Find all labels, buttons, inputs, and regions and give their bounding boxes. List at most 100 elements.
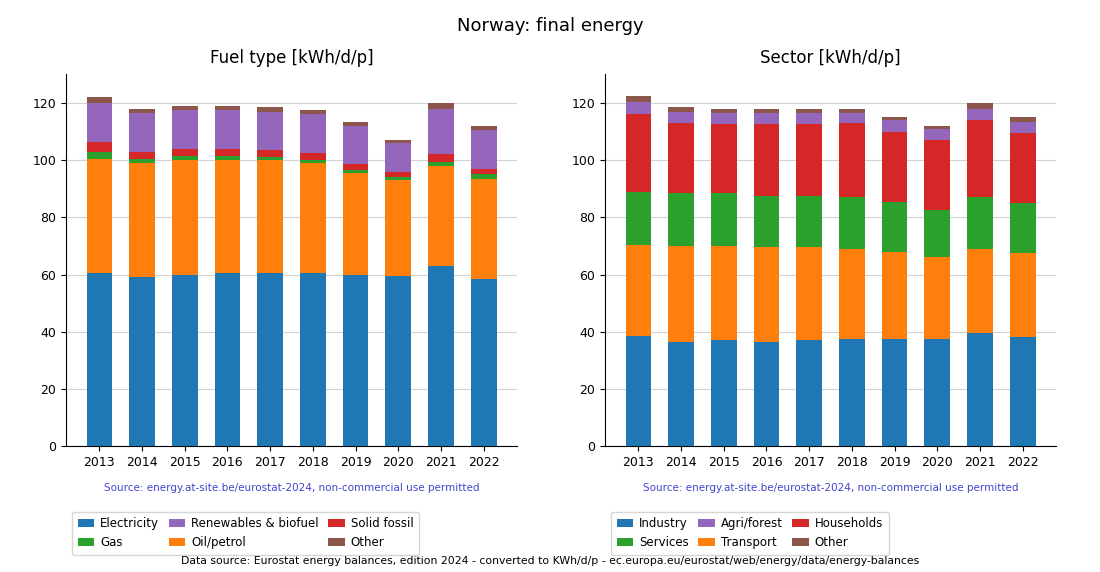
Bar <box>172 106 198 110</box>
Bar <box>839 113 865 123</box>
Bar <box>668 193 694 246</box>
Bar <box>1010 253 1035 337</box>
Bar <box>924 339 950 446</box>
Bar <box>471 169 496 174</box>
Bar <box>172 156 198 160</box>
Bar <box>87 103 112 142</box>
Bar <box>257 160 283 273</box>
Bar <box>343 164 368 170</box>
Bar <box>839 339 865 446</box>
Title: Fuel type [kWh/d/p]: Fuel type [kWh/d/p] <box>210 49 373 67</box>
Bar <box>343 170 368 173</box>
Bar <box>668 341 694 446</box>
Bar <box>385 177 411 180</box>
Bar <box>882 117 908 120</box>
Bar <box>1010 337 1035 446</box>
Legend: Electricity, Gas, Renewables & biofuel, Oil/petrol, Solid fossil, Other: Electricity, Gas, Renewables & biofuel, … <box>72 511 419 555</box>
Bar <box>626 245 651 336</box>
Bar <box>626 336 651 446</box>
Bar <box>385 140 411 143</box>
Bar <box>257 150 283 157</box>
Bar <box>87 273 112 446</box>
Bar <box>796 196 822 247</box>
Bar <box>214 149 240 156</box>
Bar <box>711 246 737 340</box>
Bar <box>924 140 950 210</box>
Bar <box>626 114 651 192</box>
Bar <box>1010 122 1035 133</box>
Bar <box>882 202 908 252</box>
Bar <box>882 252 908 339</box>
Bar <box>626 192 651 245</box>
Bar <box>129 163 155 277</box>
Bar <box>214 160 240 273</box>
Bar <box>967 109 993 120</box>
Bar <box>257 107 283 112</box>
Bar <box>668 107 694 112</box>
Bar <box>300 110 326 114</box>
Bar <box>172 110 198 149</box>
Bar <box>385 276 411 446</box>
Bar <box>471 178 496 279</box>
Bar <box>471 174 496 178</box>
Bar <box>882 339 908 446</box>
Bar <box>668 112 694 123</box>
Bar <box>626 96 651 102</box>
Bar <box>257 112 283 150</box>
Bar <box>257 273 283 446</box>
Bar <box>87 142 112 152</box>
Bar <box>882 132 908 202</box>
Bar <box>129 109 155 113</box>
Bar <box>129 277 155 446</box>
Bar <box>471 130 496 169</box>
Bar <box>754 113 779 124</box>
Bar <box>87 159 112 273</box>
Bar <box>796 247 822 340</box>
Bar <box>924 210 950 257</box>
Text: Data source: Eurostat energy balances, edition 2024 - converted to KWh/d/p - ec.: Data source: Eurostat energy balances, e… <box>180 557 920 566</box>
Bar <box>428 266 454 446</box>
Bar <box>343 122 368 126</box>
Bar <box>754 341 779 446</box>
Bar <box>214 273 240 446</box>
Bar <box>839 249 865 339</box>
Bar <box>129 158 155 163</box>
Bar <box>754 109 779 113</box>
Bar <box>471 126 496 130</box>
Bar <box>385 172 411 177</box>
Text: Source: energy.at-site.be/eurostat-2024, non-commercial use permitted: Source: energy.at-site.be/eurostat-2024,… <box>103 483 480 493</box>
Bar <box>428 154 454 162</box>
Bar <box>87 97 112 103</box>
Bar <box>924 257 950 339</box>
Bar <box>796 124 822 196</box>
Bar <box>711 193 737 246</box>
Bar <box>839 197 865 249</box>
Bar <box>172 275 198 446</box>
Bar <box>626 102 651 114</box>
Bar <box>87 152 112 159</box>
Bar <box>967 333 993 446</box>
Bar <box>129 113 155 152</box>
Bar <box>967 120 993 197</box>
Bar <box>1010 133 1035 203</box>
Bar <box>428 166 454 266</box>
Bar <box>172 160 198 275</box>
Bar <box>471 279 496 446</box>
Bar <box>711 340 737 446</box>
Bar <box>839 109 865 113</box>
Bar <box>924 129 950 140</box>
Bar <box>385 180 411 276</box>
Bar <box>754 196 779 247</box>
Text: Source: energy.at-site.be/eurostat-2024, non-commercial use permitted: Source: energy.at-site.be/eurostat-2024,… <box>642 483 1019 493</box>
Bar <box>711 113 737 124</box>
Bar <box>428 109 454 154</box>
Bar <box>796 113 822 124</box>
Bar <box>343 275 368 446</box>
Bar <box>967 249 993 333</box>
Bar <box>754 247 779 341</box>
Bar <box>385 143 411 172</box>
Bar <box>924 126 950 129</box>
Bar <box>796 109 822 113</box>
Bar <box>428 161 454 166</box>
Bar <box>711 125 737 193</box>
